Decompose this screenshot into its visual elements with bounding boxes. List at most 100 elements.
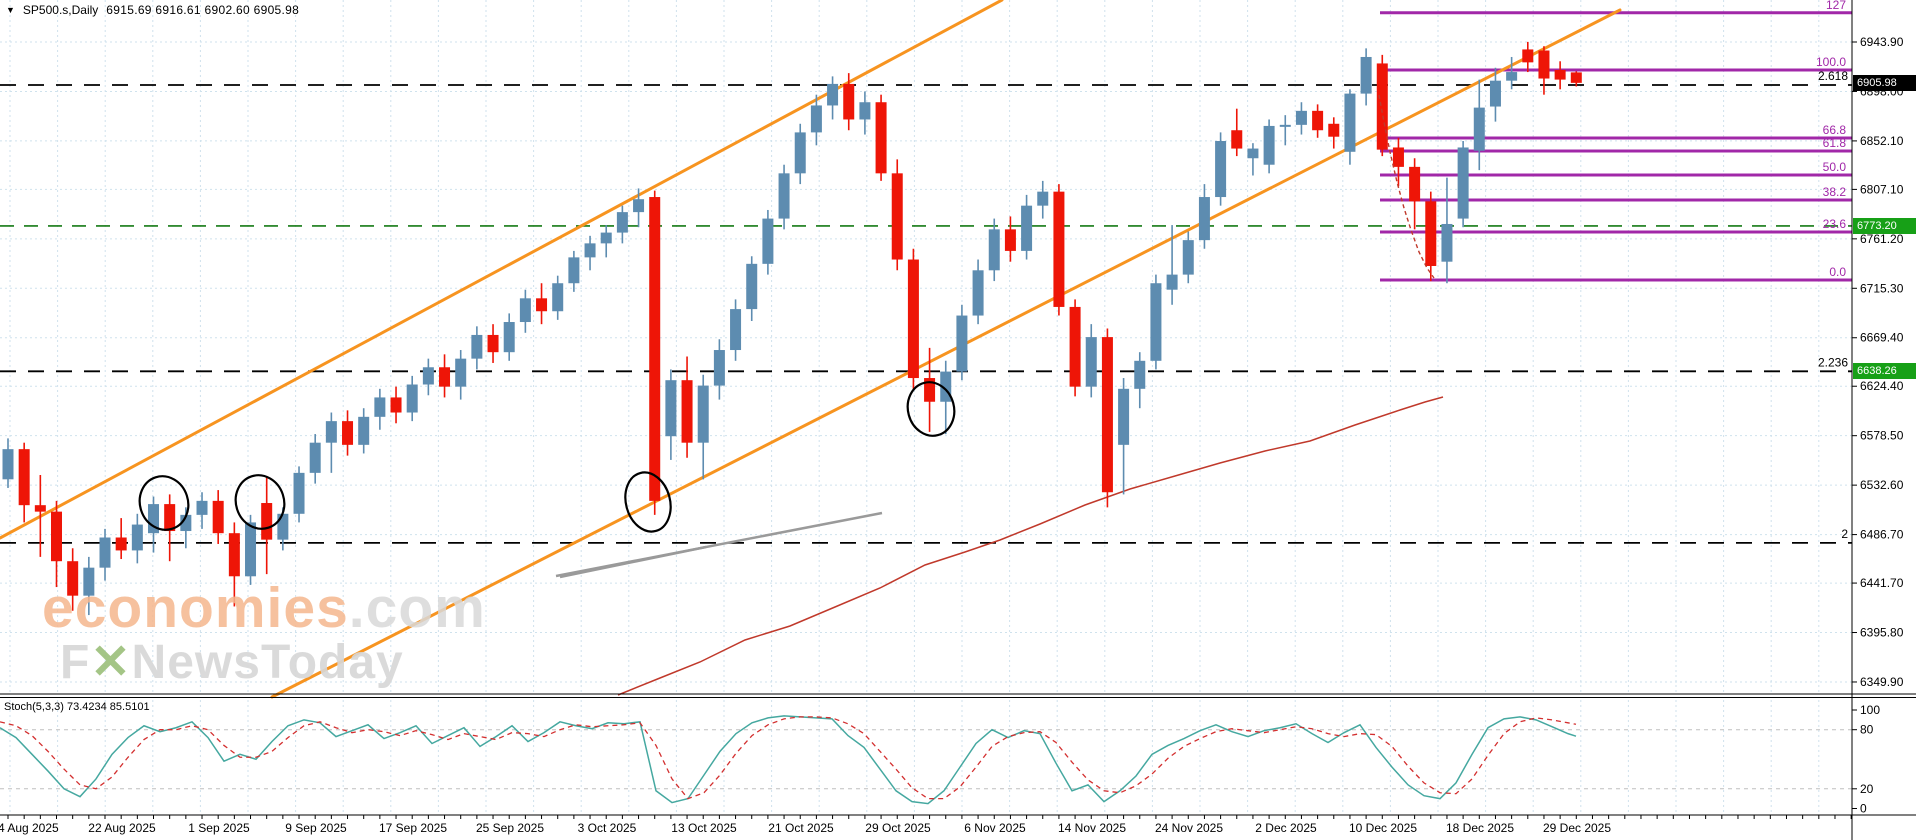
candle[interactable] (924, 347, 936, 432)
candle[interactable] (164, 494, 176, 562)
candle[interactable] (762, 209, 774, 275)
candle[interactable] (827, 76, 839, 120)
candle[interactable] (2, 438, 14, 488)
candle[interactable] (697, 374, 709, 480)
candle[interactable] (1425, 191, 1437, 282)
candle[interactable] (891, 159, 903, 271)
candle[interactable] (455, 350, 467, 400)
candle[interactable] (1004, 216, 1016, 262)
candle[interactable] (1360, 48, 1372, 106)
candle[interactable] (1295, 102, 1307, 135)
candle[interactable] (1328, 117, 1340, 149)
candle[interactable] (67, 548, 79, 611)
candle[interactable] (536, 283, 548, 325)
candle[interactable] (293, 466, 305, 523)
candle[interactable] (552, 275, 564, 320)
candle[interactable] (940, 360, 952, 435)
candle[interactable] (1198, 184, 1210, 249)
candle[interactable] (1166, 225, 1178, 305)
trend-channel-line[interactable] (270, 8, 1622, 699)
candle[interactable] (374, 388, 386, 430)
candle[interactable] (794, 123, 806, 185)
candle[interactable] (1376, 54, 1388, 157)
candle[interactable] (342, 410, 354, 456)
candle[interactable] (1473, 79, 1485, 171)
trend-channel-line[interactable] (0, 0, 1004, 540)
candle[interactable] (568, 250, 580, 292)
candle[interactable] (1118, 378, 1130, 495)
candle[interactable] (1441, 177, 1453, 284)
candle[interactable] (439, 354, 451, 398)
candle[interactable] (649, 190, 661, 515)
candle[interactable] (131, 513, 143, 564)
candle[interactable] (261, 477, 273, 575)
candle[interactable] (422, 358, 434, 396)
candle[interactable] (471, 326, 483, 370)
annotation-ellipse[interactable] (133, 470, 195, 536)
candle[interactable] (875, 94, 887, 181)
candle[interactable] (1085, 324, 1097, 398)
candle[interactable] (228, 522, 240, 607)
candle[interactable] (325, 412, 337, 473)
candle[interactable] (1457, 141, 1469, 228)
annotation-ellipse[interactable] (902, 377, 960, 441)
candle[interactable] (519, 289, 531, 333)
candle[interactable] (1279, 115, 1291, 146)
candle[interactable] (196, 492, 208, 529)
gray-trendline[interactable] (559, 545, 707, 579)
candle[interactable] (358, 408, 370, 454)
candle[interactable] (1570, 71, 1582, 87)
candle[interactable] (616, 205, 628, 244)
candle[interactable] (1392, 137, 1404, 187)
candle[interactable] (212, 490, 224, 544)
candle[interactable] (1489, 67, 1501, 122)
candle[interactable] (1134, 352, 1146, 409)
candle[interactable] (309, 434, 321, 484)
candle[interactable] (1215, 132, 1227, 206)
candle[interactable] (810, 94, 822, 146)
candle[interactable] (681, 356, 693, 458)
candle[interactable] (746, 256, 758, 321)
candle[interactable] (390, 386, 402, 424)
candle[interactable] (1101, 328, 1113, 508)
candle[interactable] (1231, 108, 1243, 157)
candle[interactable] (1263, 119, 1275, 174)
candle[interactable] (99, 528, 111, 581)
candle[interactable] (1037, 180, 1049, 219)
candle[interactable] (487, 324, 499, 363)
candle[interactable] (34, 475, 46, 557)
candle[interactable] (843, 73, 855, 131)
candle[interactable] (1506, 56, 1518, 90)
candle[interactable] (956, 304, 968, 381)
candle[interactable] (907, 248, 919, 389)
candle[interactable] (1538, 46, 1550, 95)
candle[interactable] (503, 313, 515, 361)
candle[interactable] (1150, 274, 1162, 370)
candle[interactable] (730, 299, 742, 361)
candle[interactable] (1069, 299, 1081, 397)
candle[interactable] (1409, 158, 1421, 230)
candle[interactable] (859, 91, 871, 135)
candle[interactable] (1021, 194, 1033, 260)
candle[interactable] (713, 339, 725, 400)
candle[interactable] (1522, 41, 1534, 73)
candle[interactable] (1554, 61, 1566, 90)
candle[interactable] (83, 556, 95, 616)
candle[interactable] (778, 164, 790, 230)
candle[interactable] (584, 235, 596, 271)
annotation-ellipse[interactable] (229, 469, 291, 535)
symbol-dropdown-icon[interactable]: ▼ (6, 5, 15, 15)
candle[interactable] (633, 188, 645, 228)
candle[interactable] (1182, 231, 1194, 284)
candle[interactable] (406, 375, 418, 422)
candle[interactable] (51, 500, 63, 588)
candle[interactable] (115, 518, 127, 560)
candle[interactable] (18, 442, 30, 523)
annotation-ellipse[interactable] (619, 467, 677, 536)
candle[interactable] (972, 259, 984, 325)
candle[interactable] (148, 496, 160, 553)
candle[interactable] (1053, 184, 1065, 316)
candle[interactable] (600, 225, 612, 258)
candle[interactable] (1312, 104, 1324, 138)
